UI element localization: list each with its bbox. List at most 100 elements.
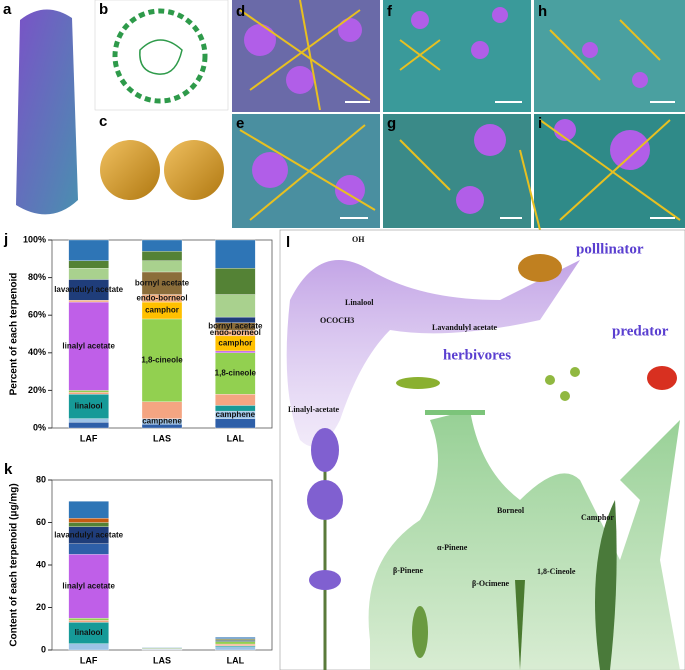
x-tick-label: LAS — [153, 655, 171, 665]
panel-label: h — [538, 3, 547, 20]
segment-label: lavandulyl acetate — [54, 285, 123, 294]
bar-segment — [68, 260, 109, 269]
panel-label: l — [286, 234, 290, 251]
chem-name: Linalool — [345, 298, 374, 307]
micrographs — [0, 0, 685, 231]
bar-segment — [215, 352, 256, 395]
segment-label: 1,8-cineole — [141, 355, 183, 364]
bar-segment — [215, 394, 256, 406]
segment-label: endo-borneol — [210, 328, 261, 337]
bar-segment — [215, 268, 256, 295]
bar-segment — [68, 394, 109, 419]
bar-segment — [215, 316, 256, 323]
panel-label: a — [3, 1, 12, 18]
bar-segment — [68, 543, 109, 555]
bar-segment — [68, 268, 109, 280]
panel-label: g — [387, 115, 396, 132]
segment-label: linalyl acetate — [62, 581, 115, 590]
panel-label: f — [387, 3, 393, 20]
y-tick-label: 20% — [28, 385, 46, 395]
bar-segment — [68, 239, 109, 261]
y-tick-label: 80 — [36, 474, 46, 484]
segment-label: linalool — [75, 401, 103, 410]
chem-name: β-Ocimene — [472, 579, 510, 588]
bar-segment — [141, 401, 183, 419]
label-pollinator: polllinator — [576, 241, 644, 257]
segment-label: camphene — [142, 417, 182, 426]
segment-label: 1,8-cineole — [215, 369, 257, 378]
bar-segment — [215, 641, 256, 645]
panel-label: e — [236, 115, 244, 132]
bar-segment — [215, 418, 256, 429]
bar-segment — [68, 554, 109, 619]
chem-name: α-Pinene — [437, 543, 468, 552]
bar-segment — [68, 501, 109, 519]
panel-label: c — [99, 113, 107, 130]
bar-segment — [141, 260, 183, 273]
bar-segment — [68, 617, 109, 621]
chem-name: Lavandulyl acetate — [432, 323, 498, 332]
bar-segment — [215, 639, 256, 641]
bar-segment — [215, 640, 256, 642]
bar-segment — [68, 418, 109, 423]
panel-l-art: OH OCOCH3 — [279, 229, 685, 670]
chem-text: OCOCH3 — [320, 316, 354, 325]
y-tick-label: 80% — [28, 272, 46, 282]
chem-text: OH — [352, 235, 365, 244]
x-tick-label: LAF — [80, 433, 98, 443]
y-tick-label: 0 — [41, 644, 46, 654]
segment-label: linalyl acetate — [62, 341, 115, 350]
bar-segment — [215, 405, 256, 412]
bar-segment — [215, 646, 256, 651]
chem-name: Linalyl-acetate — [288, 405, 340, 414]
segment-label: camphene — [216, 410, 256, 419]
segment-label: endo-borneol — [136, 293, 187, 302]
x-tick-label: LAS — [153, 433, 171, 443]
panel-label: j — [3, 231, 8, 248]
bar-segment — [215, 643, 256, 646]
y-tick-label: 40 — [36, 559, 46, 569]
bar-segment — [68, 643, 109, 651]
bar-segment — [215, 350, 256, 353]
x-tick-label: LAL — [227, 433, 245, 443]
bar-segment — [141, 239, 183, 252]
y-tick-label: 60% — [28, 310, 46, 320]
panel-label: b — [99, 1, 108, 18]
panel-label: d — [236, 3, 245, 20]
y-tick-label: 100% — [23, 234, 46, 244]
bar-segment — [68, 301, 109, 391]
y-tick-label: 40% — [28, 347, 46, 357]
bar-segment — [68, 392, 109, 395]
segment-label: camphor — [218, 339, 252, 348]
x-tick-label: LAF — [80, 655, 98, 665]
bar-segment — [68, 518, 109, 523]
diagram-labels: polllinator predator herbivores Linalool… — [288, 241, 669, 587]
bar-segment — [68, 422, 109, 429]
segment-label: bornyl acetate — [208, 322, 263, 331]
chem-name: 1,8-Cineole — [537, 567, 576, 576]
chem-name: Borneol — [497, 506, 525, 515]
segment-label: lavandulyl acetate — [54, 530, 123, 539]
segment-label: camphor — [145, 306, 179, 315]
chem-name: β-Pinene — [393, 566, 423, 575]
y-tick-label: 20 — [36, 602, 46, 612]
label-predator: predator — [612, 323, 669, 339]
chem-name: Camphor — [581, 513, 614, 522]
panel-label: k — [4, 461, 13, 478]
bar-segment — [215, 637, 256, 639]
panel-labels: a b c d e f g h i j k l — [3, 1, 547, 478]
bar-segment — [141, 318, 183, 402]
bar-segment — [68, 390, 109, 393]
bar-segment — [68, 300, 109, 303]
y-tick-label: 0% — [33, 422, 46, 432]
label-herbivores: herbivores — [443, 347, 511, 363]
bar-segment — [68, 620, 109, 623]
segment-label: linalool — [75, 628, 103, 637]
bar-segment — [215, 239, 256, 269]
bar-segment — [68, 522, 109, 527]
bar-segment — [215, 645, 256, 647]
bar-segment — [215, 294, 256, 318]
y-axis-label: Percent of each terpenoid — [9, 273, 20, 396]
y-axis-label: Content of each terpenoid (μg/mg) — [9, 483, 20, 646]
